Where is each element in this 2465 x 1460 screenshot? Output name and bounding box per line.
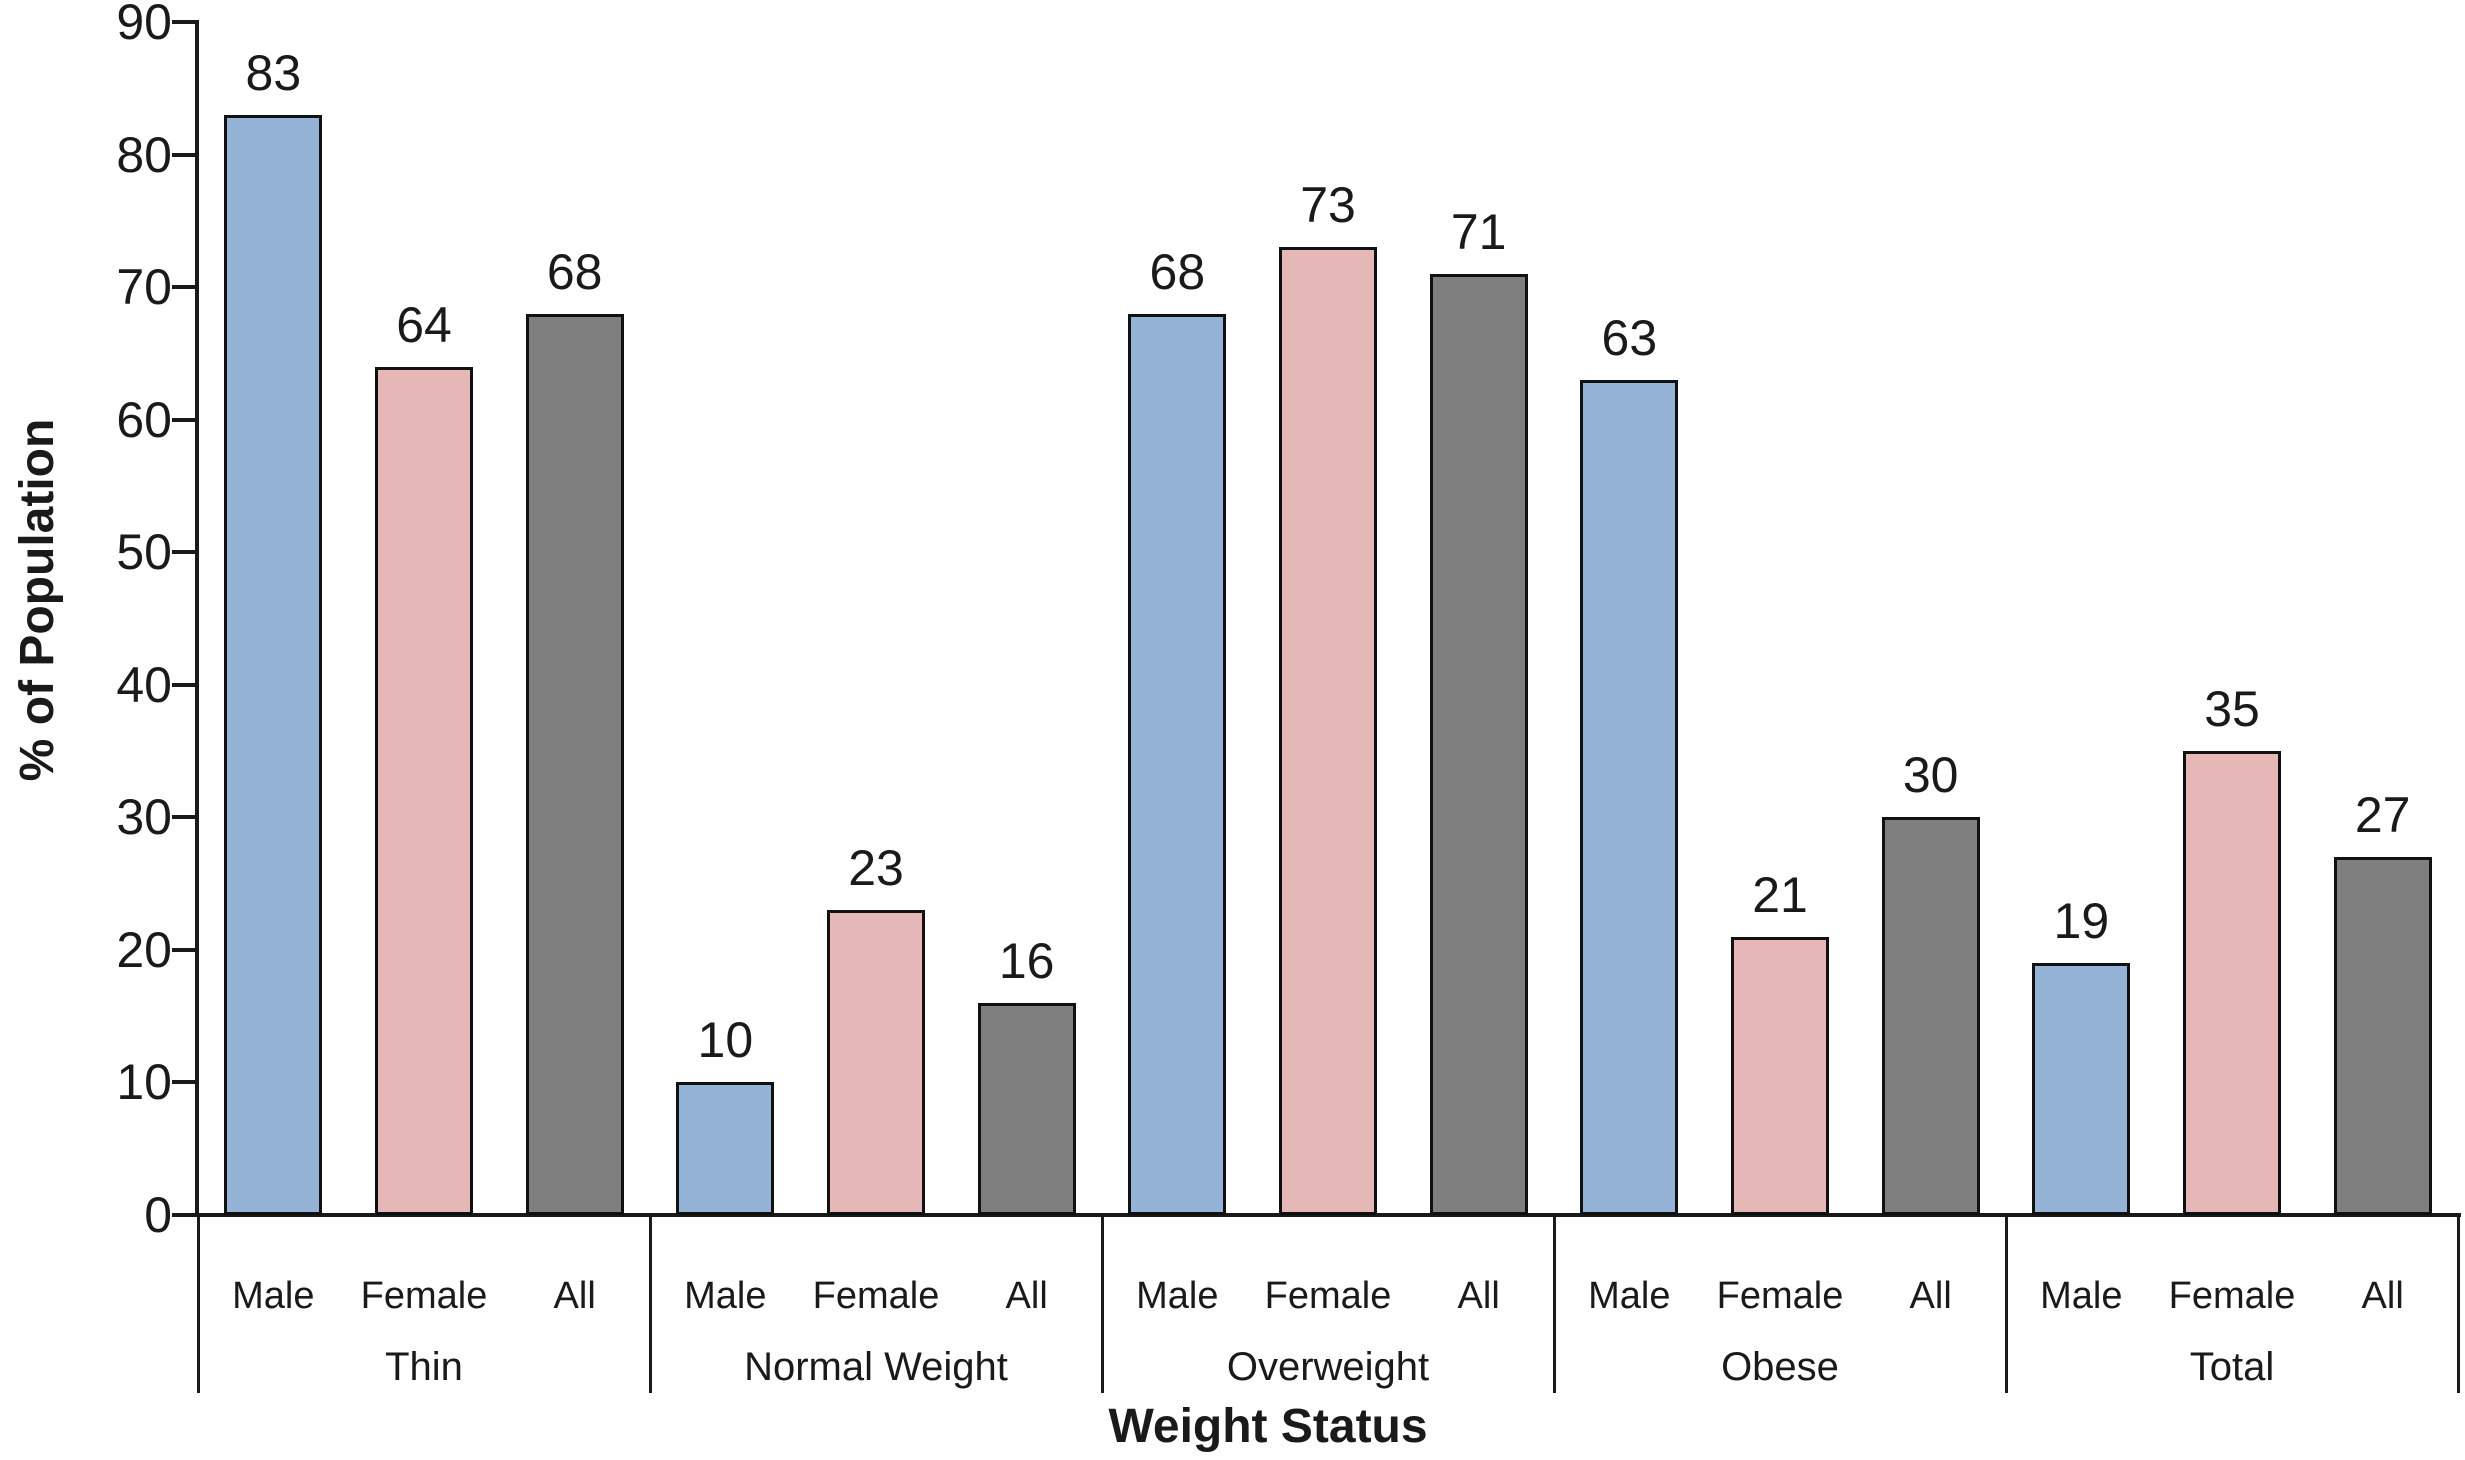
bar-category-label: All xyxy=(1457,1275,1500,1317)
group-label: Obese xyxy=(1721,1345,1839,1389)
y-tick-mark xyxy=(172,285,196,290)
group-label: Thin xyxy=(385,1345,463,1389)
y-tick-label: 40 xyxy=(116,656,172,713)
bar-all-total xyxy=(2333,857,2432,1215)
group-divider-line xyxy=(1552,1213,1556,1393)
bar-female-overweight xyxy=(1279,247,1377,1215)
bar-value-label: 30 xyxy=(1902,747,1959,804)
bar-female-obese xyxy=(1731,936,1829,1215)
bar-value-label: 68 xyxy=(1149,243,1206,300)
bar-value-label: 19 xyxy=(2053,893,2110,950)
y-tick-label: 0 xyxy=(144,1187,172,1243)
bar-female-thin xyxy=(375,366,473,1215)
bar-value-label: 83 xyxy=(245,44,302,101)
group-divider-line xyxy=(1100,1213,1104,1393)
bar-value-label: 21 xyxy=(1752,866,1808,923)
y-tick-label: 70 xyxy=(116,259,172,316)
group-divider-line xyxy=(196,1213,200,1393)
group-divider-line xyxy=(2456,1213,2460,1393)
bar-category-label: Female xyxy=(1716,1275,1844,1317)
y-tick-mark xyxy=(172,417,196,422)
bar-all-obese xyxy=(1881,817,1980,1215)
bar-value-label: 64 xyxy=(396,296,452,353)
bar-category-label: Male xyxy=(1588,1275,1671,1317)
y-tick-mark xyxy=(172,550,196,555)
y-tick-label: 50 xyxy=(116,524,172,581)
bar-category-label: Male xyxy=(2040,1275,2123,1317)
bar-value-label: 73 xyxy=(1300,177,1356,234)
group-label: Normal Weight xyxy=(744,1345,1008,1389)
bar-value-label: 16 xyxy=(998,932,1055,989)
y-tick-label: 90 xyxy=(116,0,172,50)
x-axis-title: Weight Status xyxy=(1108,1400,1428,1453)
bar-value-label: 63 xyxy=(1601,309,1658,366)
y-tick-mark xyxy=(172,1213,196,1217)
bar-value-label: 27 xyxy=(2354,787,2411,844)
bar-category-label: Female xyxy=(1264,1275,1392,1317)
bar-male-normal-weight xyxy=(676,1082,775,1215)
y-tick-label: 20 xyxy=(116,921,172,978)
bar-category-label: All xyxy=(2361,1275,2404,1317)
bar-category-label: Male xyxy=(684,1275,767,1317)
bar-category-label: Female xyxy=(2168,1275,2296,1317)
group-label: Overweight xyxy=(1226,1345,1430,1389)
bar-male-overweight xyxy=(1128,313,1227,1215)
bar-value-label: 35 xyxy=(2204,681,2260,738)
group-divider-line xyxy=(2004,1213,2008,1393)
bar-all-normal-weight xyxy=(977,1002,1076,1215)
group-label: Total xyxy=(2189,1345,2275,1389)
bar-all-thin xyxy=(525,313,624,1215)
y-axis-line xyxy=(195,20,199,1217)
y-tick-label: 30 xyxy=(116,789,172,846)
bar-female-total xyxy=(2183,751,2281,1215)
bar-category-label: Male xyxy=(232,1275,315,1317)
bar-category-label: Female xyxy=(812,1275,940,1317)
bar-value-label: 71 xyxy=(1450,203,1507,260)
bar-category-label: All xyxy=(1005,1275,1048,1317)
bar-male-thin xyxy=(224,114,323,1215)
y-tick-mark xyxy=(172,1080,196,1085)
y-tick-mark xyxy=(172,947,196,952)
bar-all-overweight xyxy=(1429,273,1528,1215)
bar-male-total xyxy=(2032,963,2131,1215)
y-tick-label: 60 xyxy=(116,391,172,448)
bar-category-label: Female xyxy=(360,1275,488,1317)
bar-value-label: 68 xyxy=(546,243,603,300)
bar-category-label: Male xyxy=(1136,1275,1219,1317)
bar-male-obese xyxy=(1580,379,1679,1215)
bar-category-label: All xyxy=(553,1275,596,1317)
y-tick-mark xyxy=(172,682,196,687)
y-tick-mark xyxy=(172,152,196,157)
group-divider-line xyxy=(648,1213,652,1393)
y-tick-label: 10 xyxy=(116,1054,172,1111)
bar-category-label: All xyxy=(1909,1275,1952,1317)
y-tick-mark xyxy=(172,815,196,820)
bar-value-label: 23 xyxy=(848,840,904,897)
bar-value-label: 10 xyxy=(697,1012,754,1069)
x-axis-line xyxy=(195,1213,2461,1217)
y-tick-mark xyxy=(172,20,196,24)
y-tick-label: 80 xyxy=(116,126,172,183)
bar-female-normal-weight xyxy=(827,910,925,1215)
